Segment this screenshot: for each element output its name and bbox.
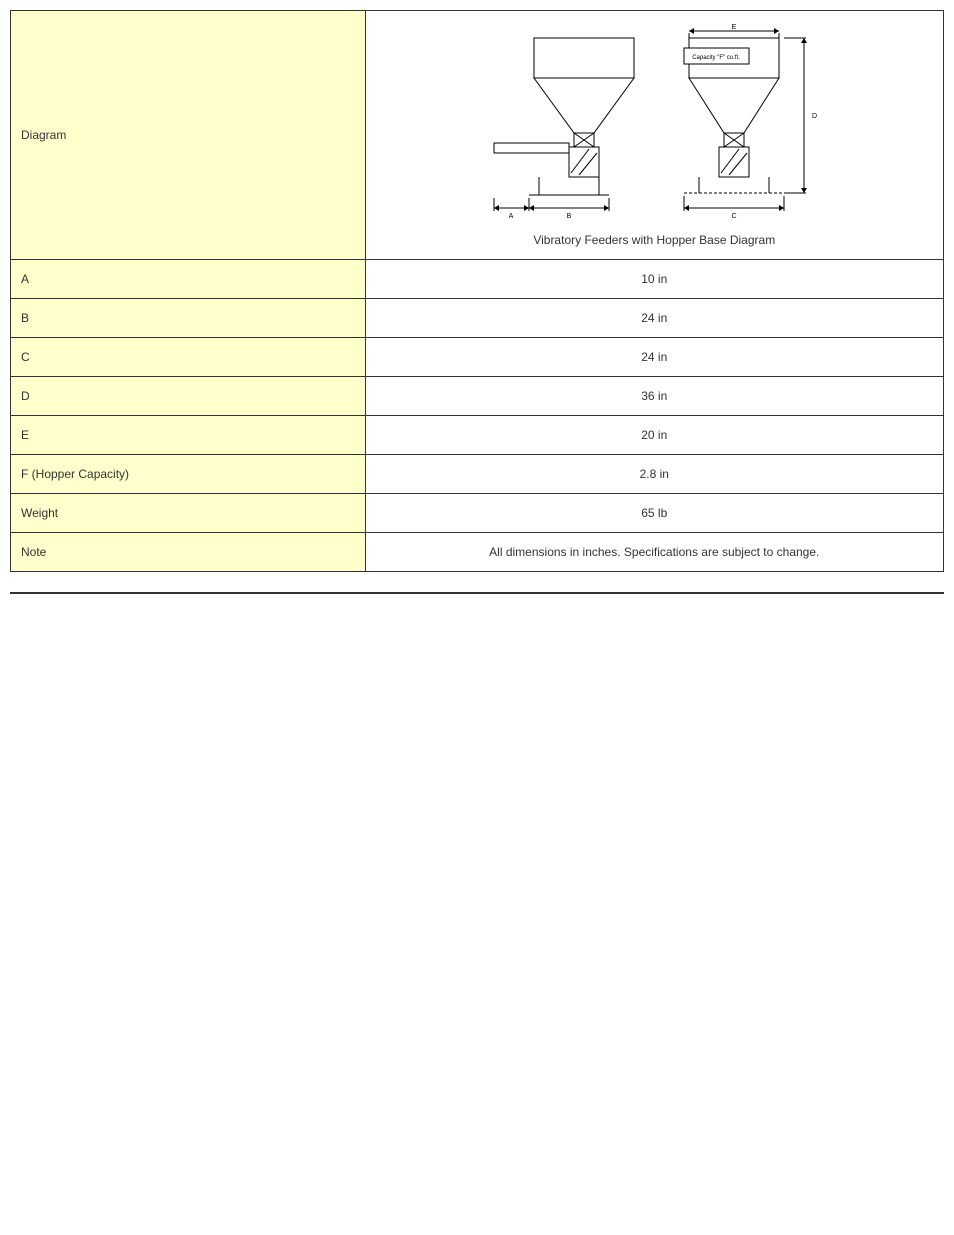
spec-table-body: DiagramABEDCCapacity "F" cu.ft.Vibratory… (11, 11, 944, 572)
table-row: NoteAll dimensions in inches. Specificat… (11, 533, 944, 572)
row-label: A (11, 260, 366, 299)
row-value: 10 in (365, 260, 943, 299)
svg-text:C: C (732, 213, 737, 220)
row-value: All dimensions in inches. Specifications… (365, 533, 943, 572)
diagram-cell: A B E D C Capacity "F" cu.ft. Vibratory Feeder… (365, 11, 943, 260)
table-row: E20 in (11, 416, 944, 455)
hopper-diagram-svg: A B E D C Capacity "F" cu.ft. (474, 23, 834, 223)
row-label: B (11, 299, 366, 338)
row-label: D (11, 377, 366, 416)
svg-text:E: E (732, 24, 737, 31)
table-row: B24 in (11, 299, 944, 338)
bottom-rule (10, 592, 944, 594)
row-label: Note (11, 533, 366, 572)
diagram-caption: Vibratory Feeders with Hopper Base Diagr… (533, 233, 775, 247)
table-row: C24 in (11, 338, 944, 377)
row-value: 24 in (365, 299, 943, 338)
svg-text:B: B (567, 213, 572, 220)
svg-text:D: D (812, 113, 817, 120)
row-value: 2.8 in (365, 455, 943, 494)
row-label: C (11, 338, 366, 377)
table-row: Weight65 lb (11, 494, 944, 533)
table-row: D36 in (11, 377, 944, 416)
row-label: Weight (11, 494, 366, 533)
row-value: 20 in (365, 416, 943, 455)
diagram-container: A B E D C Capacity "F" cu.ft. Vibratory Feeder… (376, 23, 933, 247)
table-row: Diagram A B E D C Capacity "F" cu.ft. Vibratory… (11, 11, 944, 260)
svg-text:A: A (509, 213, 514, 220)
spec-table: DiagramABEDCCapacity "F" cu.ft.Vibratory… (10, 10, 944, 572)
row-label: F (Hopper Capacity) (11, 455, 366, 494)
row-value: 65 lb (365, 494, 943, 533)
row-label: E (11, 416, 366, 455)
svg-text:Capacity "F" cu.ft.: Capacity "F" cu.ft. (692, 55, 740, 61)
row-value: 24 in (365, 338, 943, 377)
row-label: Diagram (11, 11, 366, 260)
table-row: A10 in (11, 260, 944, 299)
table-row: F (Hopper Capacity)2.8 in (11, 455, 944, 494)
row-value: 36 in (365, 377, 943, 416)
